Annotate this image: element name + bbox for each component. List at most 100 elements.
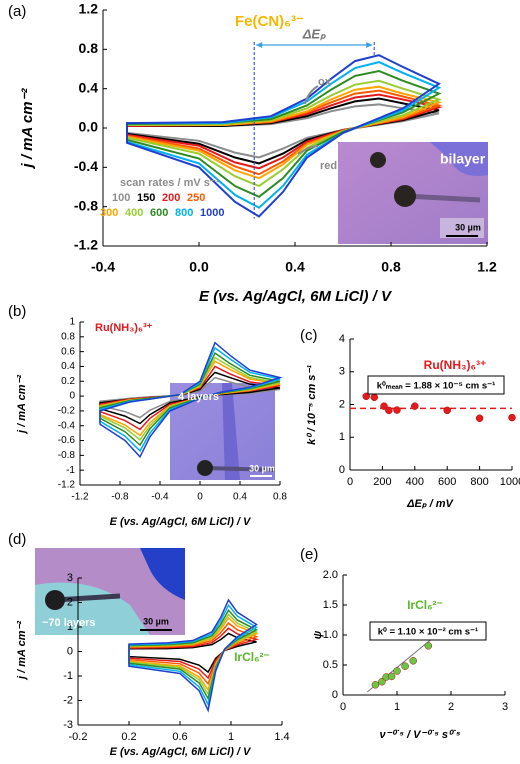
y-tick-label: 0.8 <box>61 331 75 342</box>
y-tick-label: 0 <box>67 645 73 657</box>
delta-ep-label: ΔEₚ <box>302 26 326 41</box>
y-tick-label: 0 <box>69 391 75 402</box>
y-axis-label: j / mA cm⁻² <box>19 87 36 169</box>
x-axis-label: E (vs. Ag/AgCl, 6M LiCl) / V <box>110 746 252 758</box>
point <box>378 678 386 686</box>
ox-arrow <box>304 85 319 105</box>
y-tick-label: -1 <box>66 465 75 476</box>
chart-title: IrCl₆²⁻ <box>407 598 443 612</box>
y-tick-label: 3 <box>339 366 345 378</box>
cv-curve <box>128 632 257 674</box>
point <box>401 662 409 670</box>
y-tick-label: 1.5 <box>323 599 338 611</box>
legend-entry: 300 <box>100 207 118 219</box>
scale-bar-label: 30 µm <box>249 463 275 473</box>
y-tick-label: 1.0 <box>323 629 338 641</box>
chart-title: Ru(NH₃)₆³⁺ <box>95 322 153 334</box>
x-tick-label: 1000 <box>500 476 520 488</box>
legend-entry: 600 <box>150 207 168 219</box>
legend-entry: 150 <box>137 192 155 204</box>
x-tick-label: 1 <box>394 701 400 713</box>
y-tick-label: 0.6 <box>61 346 75 357</box>
cv-curve <box>128 598 258 713</box>
box-label: k⁰ = 1.10 × 10⁻² cm s⁻¹ <box>378 627 478 638</box>
x-tick-label: 0.8 <box>273 492 287 503</box>
x-tick-label: 1.4 <box>274 731 289 743</box>
chart-title: Fe(CN)₆³⁻ <box>235 13 304 30</box>
y-tick-label: -2 <box>63 694 73 706</box>
y-tick-label: -1 <box>63 670 73 682</box>
y-tick-label: 1 <box>67 621 73 633</box>
x-tick-label: -0.4 <box>91 259 115 275</box>
cv-curve <box>126 54 442 218</box>
y-tick-label: 0 <box>339 464 345 476</box>
inset-d <box>35 548 185 635</box>
panel-label: (d) <box>8 531 26 548</box>
panel: (c) Ru(NH₃)₆³⁺ ΔEₚ / mV k⁰ / 10⁻⁵ cm s⁻¹ 0 1 2… <box>300 327 520 510</box>
inset-a <box>338 142 488 244</box>
label-box <box>367 375 505 395</box>
cv-curve <box>126 61 442 209</box>
cv-curve <box>128 616 259 692</box>
y-tick-label: -0.2 <box>58 406 76 417</box>
cv-curve <box>128 613 259 696</box>
point <box>443 406 451 415</box>
x-tick-label: -0.2 <box>69 731 88 743</box>
point <box>387 672 396 681</box>
y-tick-label: -0.4 <box>58 420 76 431</box>
point <box>411 402 419 410</box>
y-tick-label: 1 <box>69 317 75 328</box>
panel: (a) Fe(CN)₆³⁻ E (vs. Ag/AgCl, 6M LiCl) / V… <box>8 1 497 305</box>
y-tick-label: 0.8 <box>79 40 99 56</box>
legend-entry: 800 <box>175 207 193 219</box>
y-axis-label: k⁰ / 10⁻⁵ cm s⁻¹ <box>306 365 318 445</box>
legend-entry: 100 <box>112 192 130 204</box>
x-axis-label: ΔEₚ / mV <box>406 498 454 510</box>
y-tick-label: 2 <box>339 398 345 410</box>
x-tick-label: 0.2 <box>121 731 136 743</box>
panel-label: (e) <box>300 546 318 563</box>
red-label: red <box>320 160 337 172</box>
x-tick-label: 0 <box>340 701 346 713</box>
point <box>370 393 379 402</box>
x-tick-label: 0.6 <box>172 731 187 743</box>
panel-label: (a) <box>8 3 26 20</box>
y-tick-label: 1 <box>339 431 345 443</box>
chart-title: Ru(NH₃)₆³⁺ <box>424 358 487 372</box>
cv-curve <box>126 85 443 180</box>
x-tick-label: -0.8 <box>111 492 129 503</box>
x-tick-label: -1.2 <box>71 492 89 503</box>
x-tick-label: -0.4 <box>151 492 169 503</box>
x-axis-label: E (vs. Ag/AgCl, 6M LiCl) / V <box>110 516 252 528</box>
panel: (e) IrCl₆²⁻ ν⁻⁰˙⁵ / V⁻⁰˙⁵ s⁰˙⁵ ψ 0 0.5 1.0 1.5 2… <box>300 546 508 741</box>
inset-label: ~70 layers <box>42 617 96 629</box>
x-tick-label: 0 <box>347 476 353 488</box>
scale-bar-label: 30 µm <box>455 222 481 232</box>
point <box>424 642 433 650</box>
y-tick-label: 0.5 <box>323 659 338 671</box>
panel: (d) IrCl₆²⁻ E (vs. Ag/AgCl, 6M LiCl) / V j … <box>8 531 290 758</box>
point <box>409 657 417 665</box>
legend-entry: 1000 <box>200 207 224 219</box>
scale-bar-label: 30 µm <box>143 616 169 626</box>
chart-title: IrCl₆²⁻ <box>234 650 270 664</box>
panel: (b) Ru(NH₃)₆³⁺ E (vs. Ag/AgCl, 6M LiCl) / … <box>8 303 287 528</box>
x-tick-label: 0.4 <box>285 259 305 275</box>
box-label: k⁰ₘₑₐₙ = 1.88 × 10⁻⁵ cm s⁻¹ <box>377 381 496 392</box>
x-axis-label: ν⁻⁰˙⁵ / V⁻⁰˙⁵ s⁰˙⁵ <box>379 729 461 741</box>
y-tick-label: -0.6 <box>58 435 76 446</box>
x-tick-label: 600 <box>438 476 456 488</box>
y-tick-label: 0.2 <box>61 376 75 387</box>
x-tick-label: 2 <box>448 701 454 713</box>
x-tick-label: 0.4 <box>233 492 247 503</box>
x-tick-label: 0.0 <box>189 259 209 275</box>
y-tick-label: 4 <box>339 333 345 345</box>
legend-entry: 400 <box>125 207 143 219</box>
cv-curve <box>128 622 259 686</box>
x-tick-label: 0.8 <box>381 259 401 275</box>
legend-entry: 250 <box>187 192 205 204</box>
x-tick-label: 800 <box>470 476 488 488</box>
y-tick-label: 2 <box>67 596 73 608</box>
